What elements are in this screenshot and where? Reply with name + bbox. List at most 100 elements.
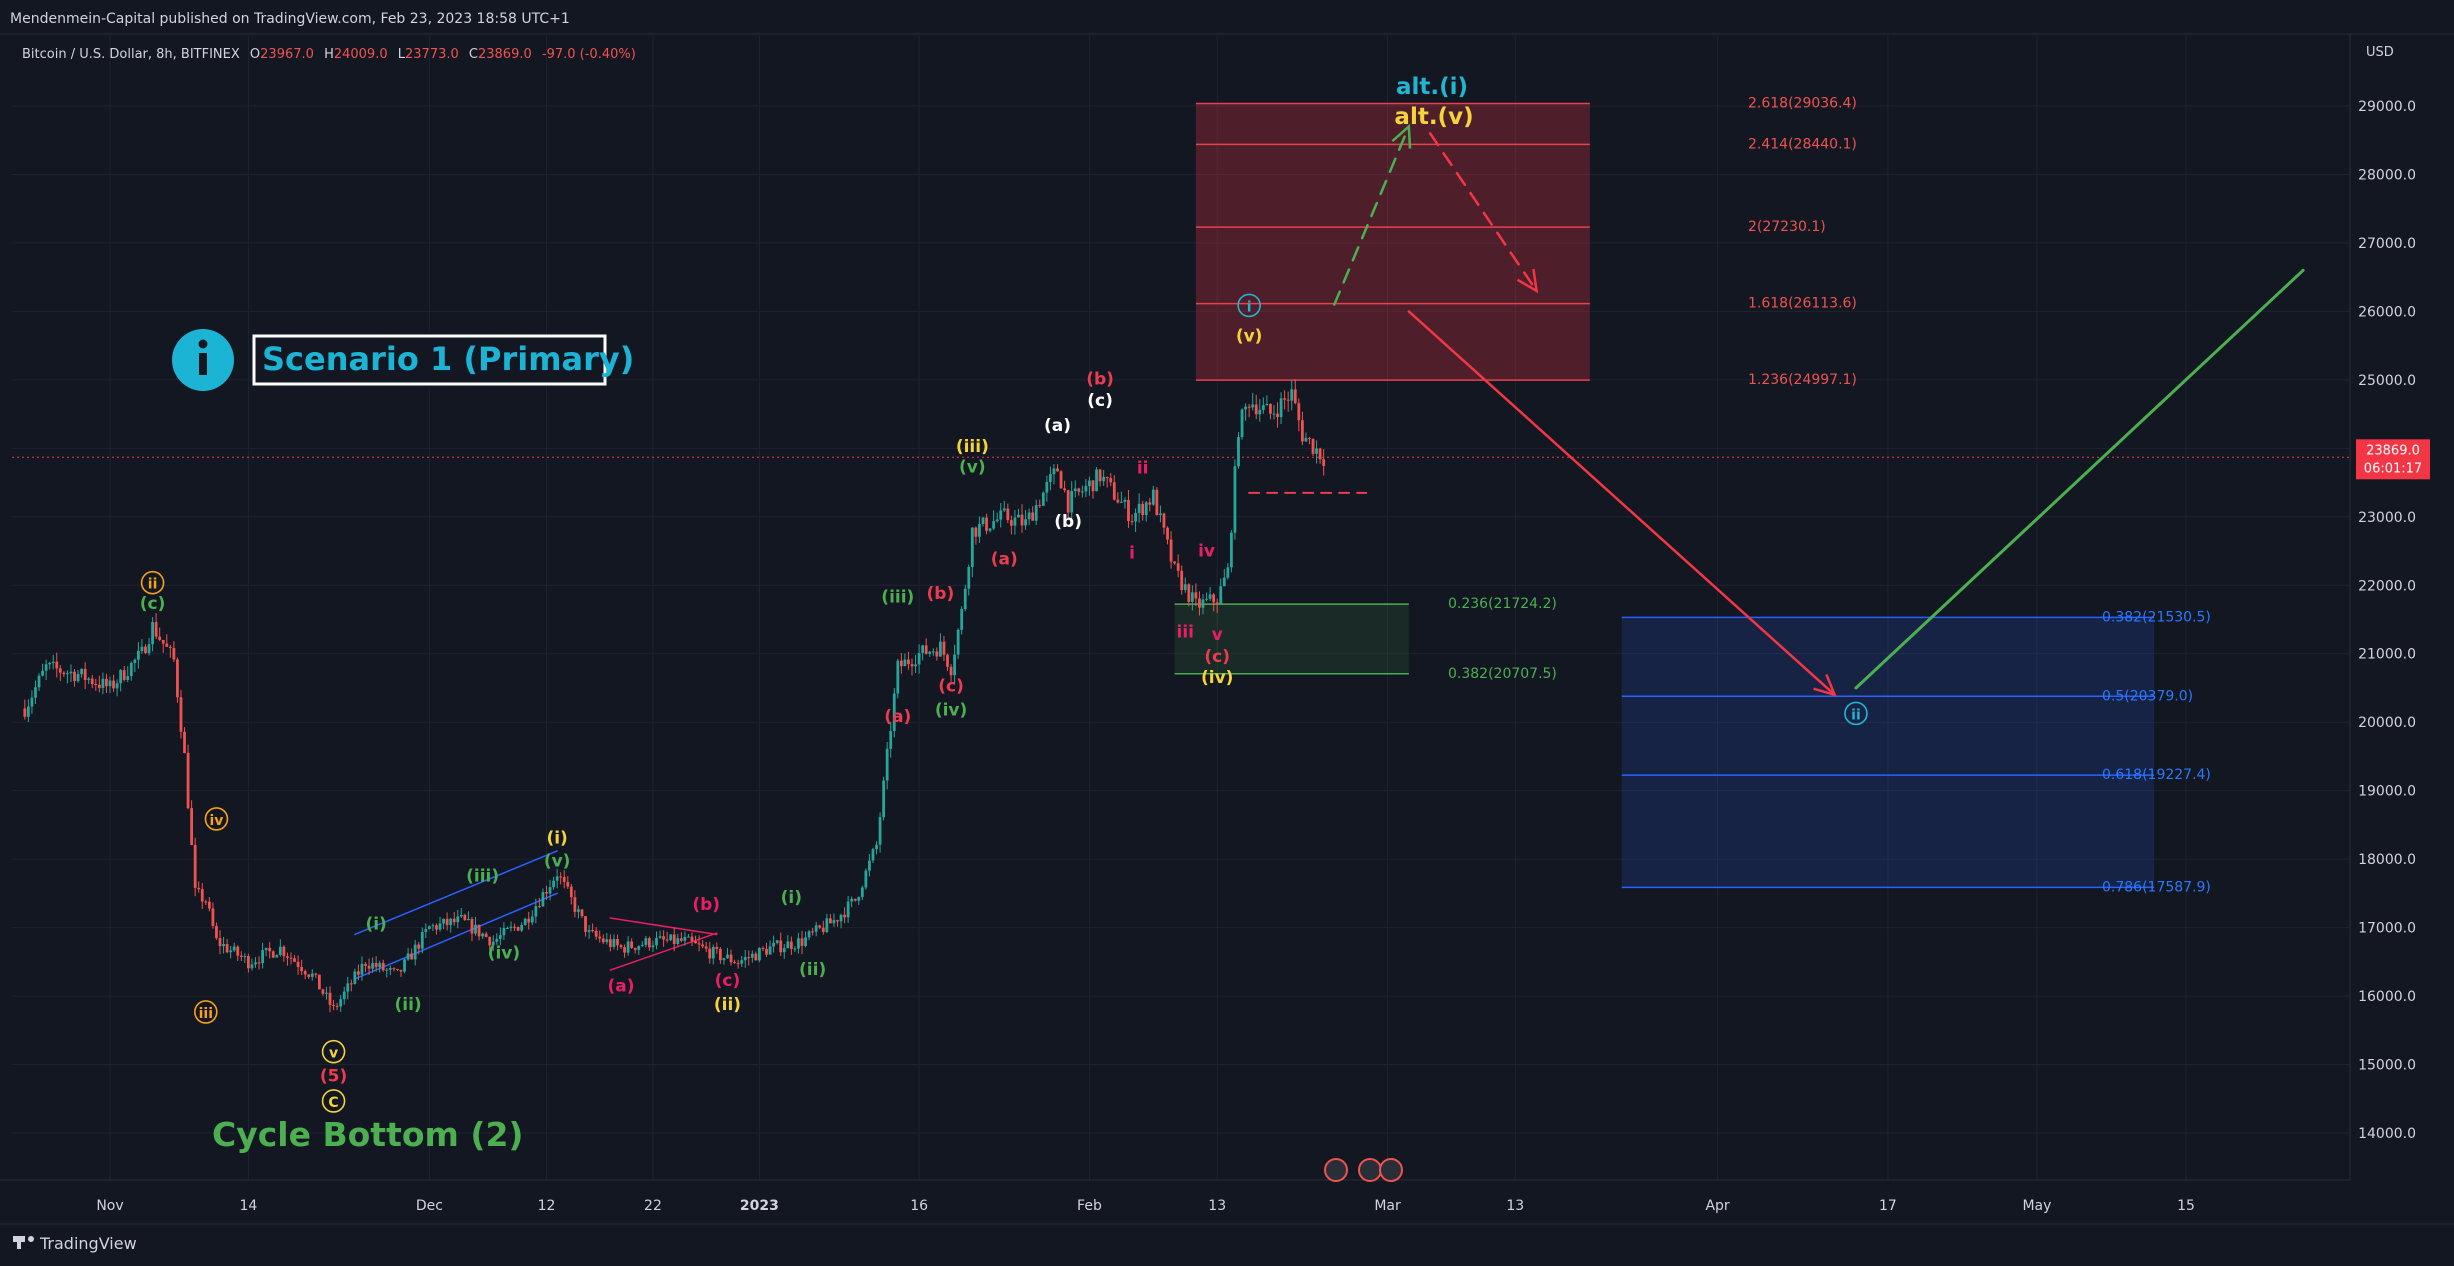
candle-body	[282, 946, 286, 957]
wave-label: (v)	[1236, 327, 1263, 347]
event-flag-icon[interactable]	[1358, 1158, 1382, 1182]
candle-body	[388, 968, 392, 970]
wave-label: v	[1212, 625, 1223, 645]
event-markers[interactable]	[1324, 1158, 1403, 1182]
candle-body	[1254, 404, 1258, 415]
last-price-tag: 23869.0 06:01:17	[2356, 439, 2430, 480]
candle-body	[385, 969, 389, 971]
candle-body	[616, 939, 619, 946]
wave-label: i	[1129, 544, 1135, 564]
wave-label: (i)	[781, 888, 802, 908]
candle-body	[1201, 599, 1205, 608]
wave-label-circle	[140, 570, 165, 595]
candle-body	[978, 524, 981, 537]
event-flag-icon[interactable]	[1324, 1158, 1348, 1182]
candle-body	[637, 946, 641, 950]
candle-body	[1084, 486, 1088, 492]
candle-body	[545, 892, 548, 894]
candle-body	[1063, 488, 1067, 491]
candle-body	[513, 926, 516, 928]
candle-body	[1006, 508, 1010, 521]
x-tick-label: Apr	[1705, 1198, 1729, 1214]
candle-body	[1215, 602, 1219, 605]
candle-body	[342, 991, 346, 1000]
candle-body	[928, 651, 932, 654]
candle-body	[158, 636, 162, 640]
candle-body	[772, 942, 776, 947]
wave-label: iv	[1198, 542, 1215, 562]
candle-body	[275, 955, 279, 958]
candle-body	[1176, 563, 1180, 571]
wave-label-circle	[1237, 293, 1261, 318]
candle-body	[403, 959, 406, 972]
candle-body	[97, 684, 101, 688]
candle-body	[537, 906, 541, 908]
wave-label: (b)	[1086, 370, 1114, 390]
candle-body	[1279, 398, 1283, 418]
candle-body	[633, 947, 637, 950]
candle-body	[1002, 508, 1006, 511]
candle-body	[1269, 403, 1272, 414]
candle-body	[484, 933, 488, 937]
candle-body	[66, 673, 69, 675]
candle-body	[999, 510, 1003, 520]
wave-label: (ii)	[799, 960, 826, 980]
candle-body	[321, 989, 325, 994]
candle-body	[1141, 503, 1145, 516]
candle-body	[1322, 459, 1326, 466]
candle-body	[289, 957, 293, 959]
grid	[12, 36, 2350, 1180]
candle-body	[250, 964, 254, 969]
candle-body	[1304, 437, 1308, 442]
y-tick-label: 28000.0	[2358, 167, 2416, 183]
candle-body	[1180, 570, 1184, 590]
low-value: 23773.0	[405, 47, 459, 62]
candle-body	[1091, 480, 1095, 492]
event-flag-icon[interactable]	[1379, 1158, 1403, 1182]
candle-body	[995, 519, 999, 522]
fib-blue-label: 0.618(19227.4)	[2102, 767, 2211, 783]
candle-body	[736, 963, 740, 965]
wave-label: (i)	[365, 915, 386, 935]
candle-body	[584, 916, 587, 932]
candle-body	[310, 973, 314, 977]
candle-body	[452, 918, 456, 923]
candle-body	[1095, 469, 1098, 492]
candle-body	[750, 953, 754, 958]
candle-body	[1212, 594, 1216, 603]
candle-body	[1233, 466, 1237, 533]
channel-line	[354, 850, 558, 936]
candle-body	[970, 527, 974, 567]
candle-body	[527, 918, 531, 923]
wave-label: (ii)	[714, 995, 741, 1015]
wave-label: ii	[1851, 707, 1861, 723]
candle-body	[939, 641, 942, 657]
candle-body	[396, 968, 399, 970]
candle-body	[1162, 513, 1166, 528]
candle-body	[754, 953, 758, 961]
wave-label: (5)	[320, 1067, 347, 1087]
candle-body	[236, 946, 240, 956]
wave-label: (b)	[692, 895, 720, 915]
candle-body	[1020, 514, 1024, 526]
primary-path-up	[1854, 268, 2305, 690]
change-value: -97.0 (-0.40%)	[542, 47, 636, 62]
candle-body	[495, 938, 499, 942]
fib-blue-label: 0.5(20379.0)	[2102, 688, 2193, 704]
candle-body	[648, 938, 651, 948]
candle-body	[1276, 413, 1279, 418]
alt-v-label: alt.(v)	[1394, 104, 1473, 130]
candle-body	[30, 697, 34, 707]
candle-body	[1290, 389, 1294, 401]
candle-body	[683, 936, 687, 941]
logo-icon-dot	[28, 1236, 34, 1242]
y-tick-label: 27000.0	[2358, 236, 2416, 252]
candle-body	[122, 670, 126, 680]
x-tick-label: May	[2022, 1198, 2051, 1214]
candle-body	[1190, 592, 1194, 602]
candle-body	[491, 941, 495, 946]
y-tick-label: 29000.0	[2358, 99, 2416, 115]
candle-body	[559, 876, 563, 878]
candle-body	[985, 517, 988, 531]
